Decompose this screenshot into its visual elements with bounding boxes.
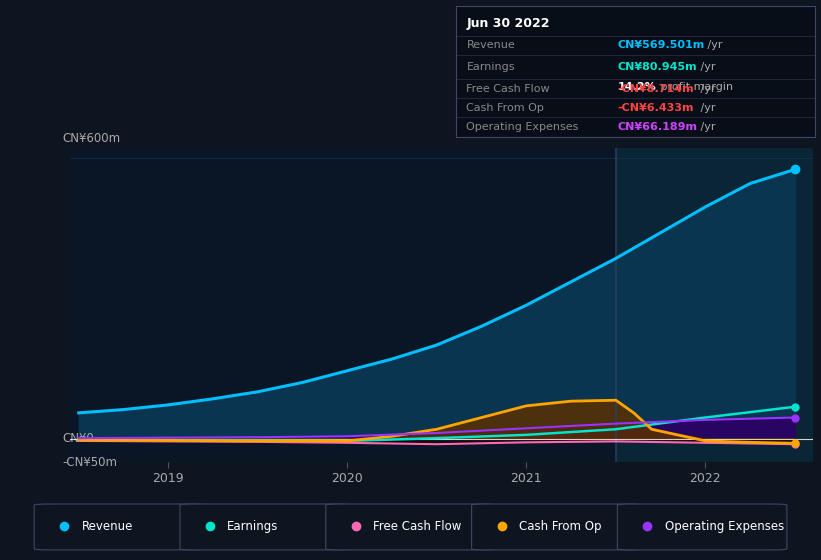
Text: /yr: /yr	[704, 40, 723, 50]
Text: /yr: /yr	[696, 122, 715, 132]
Text: CN¥0: CN¥0	[62, 432, 94, 445]
Text: -CN¥50m: -CN¥50m	[62, 455, 117, 469]
Text: 14.2%: 14.2%	[617, 82, 656, 91]
Text: Free Cash Flow: Free Cash Flow	[466, 83, 550, 94]
Text: Jun 30 2022: Jun 30 2022	[466, 17, 550, 30]
Text: CN¥80.945m: CN¥80.945m	[617, 62, 697, 72]
FancyBboxPatch shape	[326, 504, 495, 550]
Text: /yr: /yr	[696, 102, 715, 113]
Text: Revenue: Revenue	[81, 520, 133, 533]
Text: Operating Expenses: Operating Expenses	[466, 122, 579, 132]
Text: /yr: /yr	[696, 62, 715, 72]
Bar	[0, 148, 616, 462]
Text: Earnings: Earnings	[227, 520, 278, 533]
FancyBboxPatch shape	[180, 504, 350, 550]
Text: Free Cash Flow: Free Cash Flow	[373, 520, 461, 533]
Text: Earnings: Earnings	[466, 62, 515, 72]
FancyBboxPatch shape	[617, 504, 787, 550]
Text: CN¥66.189m: CN¥66.189m	[617, 122, 698, 132]
Text: CN¥569.501m: CN¥569.501m	[617, 40, 704, 50]
Text: Revenue: Revenue	[466, 40, 516, 50]
Text: Cash From Op: Cash From Op	[519, 520, 601, 533]
FancyBboxPatch shape	[471, 504, 641, 550]
Text: profit margin: profit margin	[657, 82, 733, 91]
Text: -CN¥6.433m: -CN¥6.433m	[617, 102, 694, 113]
Text: Operating Expenses: Operating Expenses	[665, 520, 784, 533]
Text: -CN¥8.714m: -CN¥8.714m	[617, 83, 694, 94]
Text: Cash From Op: Cash From Op	[466, 102, 544, 113]
Text: CN¥600m: CN¥600m	[62, 132, 121, 145]
FancyBboxPatch shape	[34, 504, 204, 550]
Text: /yr: /yr	[696, 83, 715, 94]
